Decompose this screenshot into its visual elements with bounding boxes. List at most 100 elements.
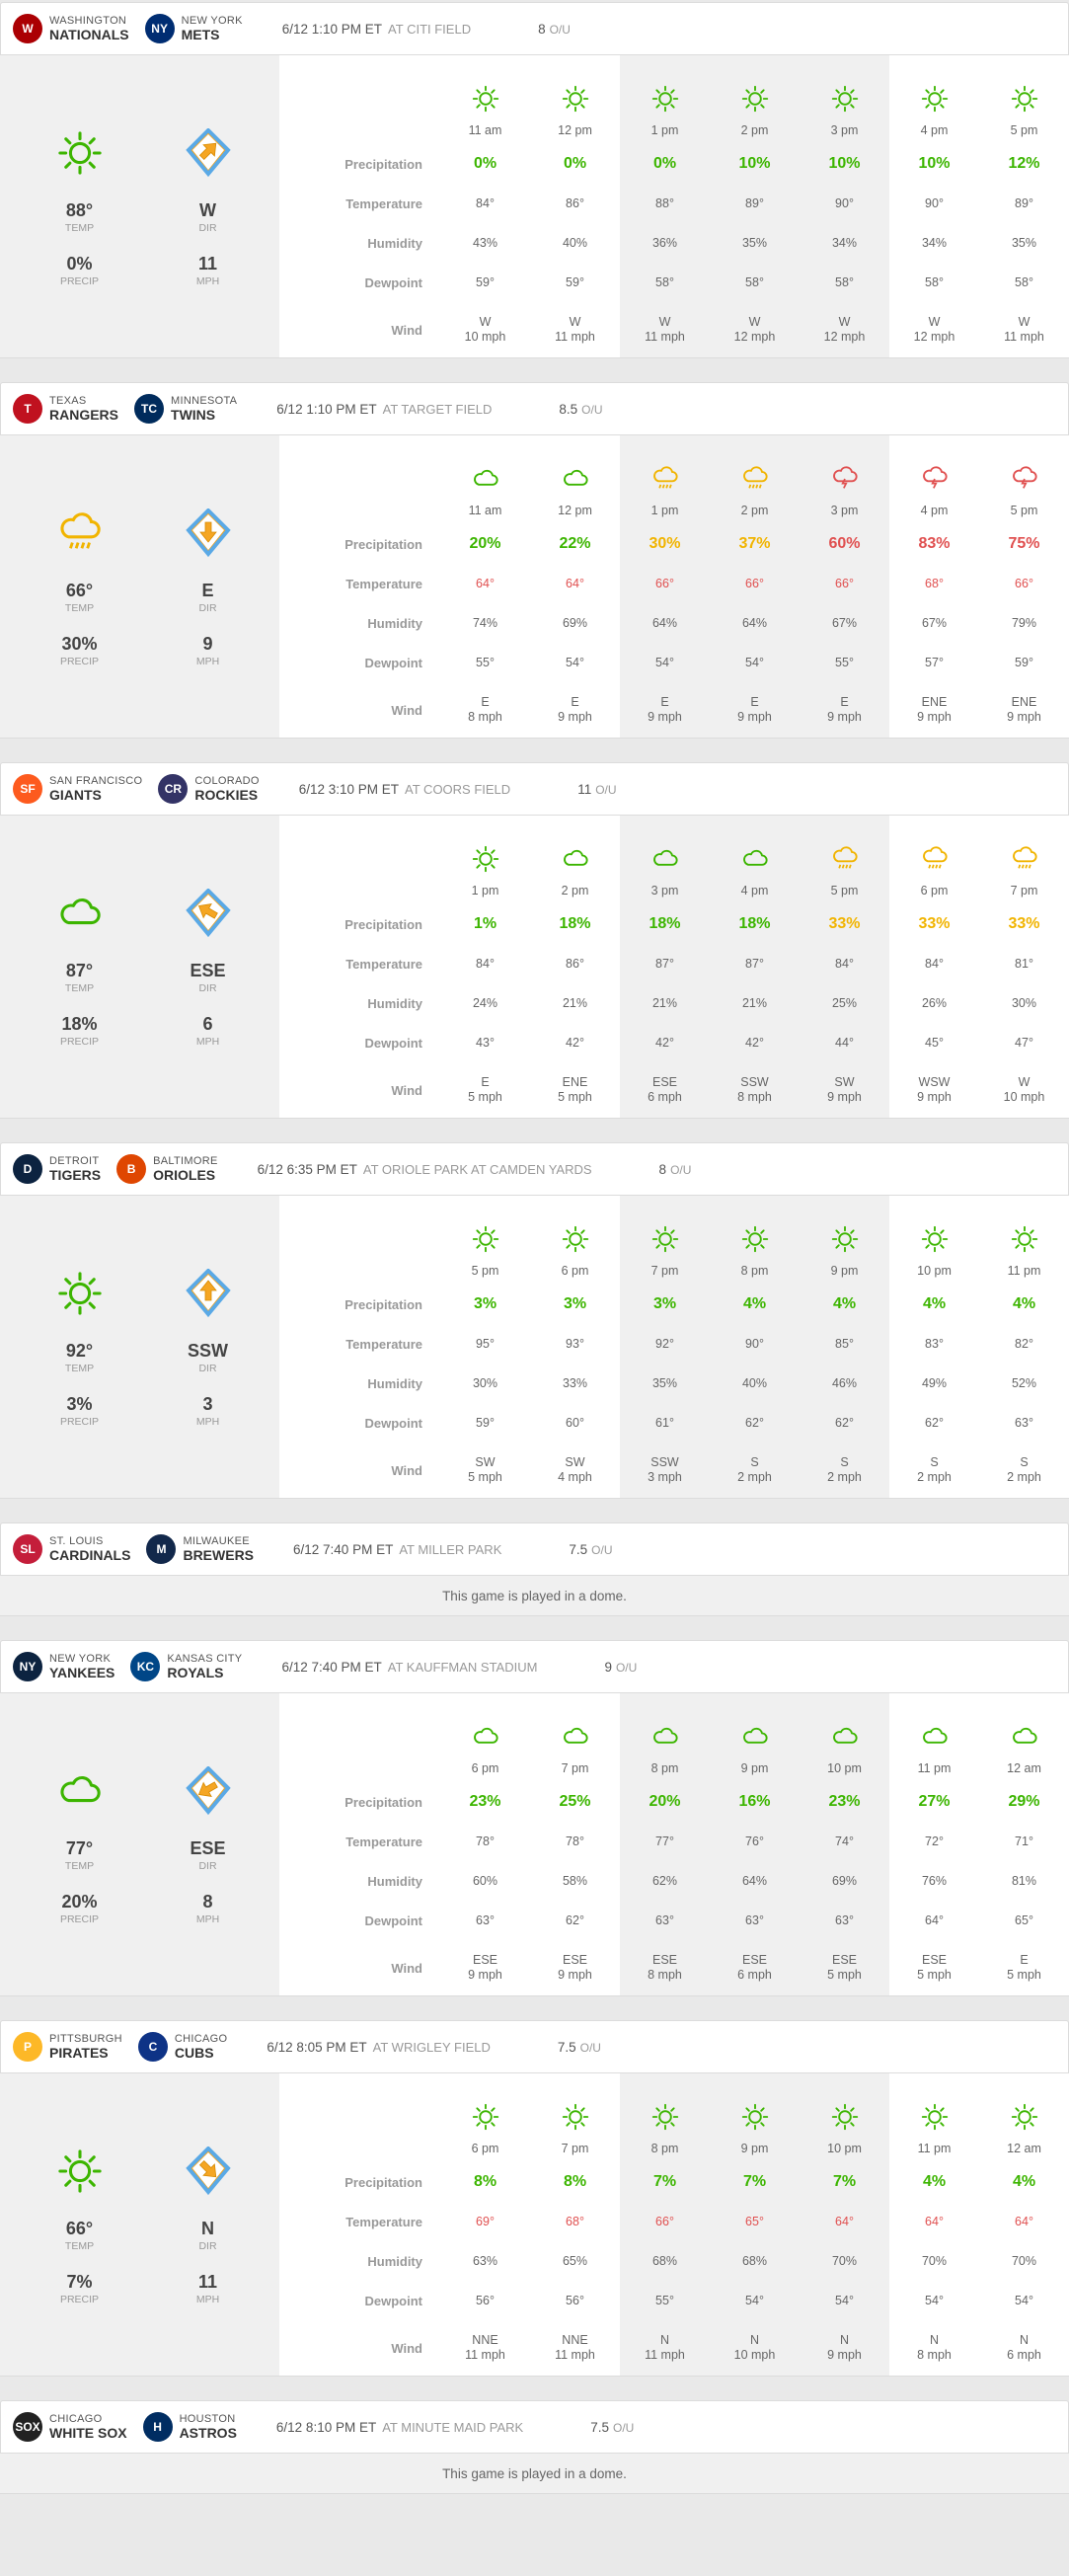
wind-dir: ESE (562, 1953, 587, 1967)
cloud-icon (620, 1693, 710, 1755)
over-under-label: O/U (595, 782, 617, 797)
away-team[interactable]: NY New York Yankees (13, 1652, 115, 1681)
team-name: Baltimore Orioles (153, 1155, 217, 1184)
summary-weather: 88° TEMP 0% PRECIP (16, 125, 144, 287)
game-time: 6/12 3:10 PM ET (298, 781, 400, 797)
hour-time: 7 pm (561, 2142, 589, 2155)
team-nickname: Tigers (49, 1167, 102, 1184)
wind-speed: 9 mph (558, 710, 592, 724)
home-team[interactable]: M Milwaukee Brewers (146, 1534, 254, 1564)
hour-time: 9 pm (740, 2142, 769, 2155)
team-nickname: Cardinals (49, 1547, 131, 1564)
hour-column: 9 pm 4% 85° 46% 62° S 2 mph (800, 1196, 889, 1498)
team-logo-icon: KC (130, 1652, 161, 1681)
game-card: D Detroit Tigers B Baltimore Orioles 6/12 6:35… (0, 1142, 1069, 1499)
row-label: Wind (391, 702, 422, 718)
away-team[interactable]: T Texas Rangers (13, 394, 118, 424)
dir-label: DIR (198, 1363, 217, 1374)
hour-temp: 64° (835, 2215, 854, 2228)
hour-time: 9 pm (830, 1264, 859, 1278)
summary-wind: ESE DIR 8 MPH (144, 1763, 272, 1925)
wind-direction-icon (144, 2144, 272, 2199)
hour-humidity: 70% (1011, 2254, 1037, 2268)
home-team[interactable]: TC Minnesota Twins (134, 394, 237, 424)
hour-wind: W 11 mph (979, 302, 1069, 357)
wind-dir: S (930, 1455, 939, 1469)
hour-column: 6 pm 8% 69° 63% 56° NNE 11 mph (440, 2073, 530, 2376)
hour-wind: W 10 mph (440, 302, 530, 357)
wind-speed: 9 mph (827, 2348, 862, 2362)
wind-dir: E (750, 695, 759, 709)
away-team[interactable]: W Washington Nationals (13, 14, 129, 43)
hour-humidity: 46% (831, 1376, 858, 1390)
hour-dewpoint: 65° (1015, 1913, 1033, 1927)
game-time: 6/12 8:05 PM ET (267, 2039, 367, 2055)
row-label: Dewpoint (364, 274, 423, 290)
team-nickname: White Sox (49, 2425, 127, 2442)
game-summary: 77° TEMP 20% PRECIP ESE DIR 8 MPH (0, 1693, 279, 1995)
wind-speed: 3 mph (648, 1470, 682, 1484)
hour-column: 5 pm 12% 89° 35% 58° W 11 mph (979, 55, 1069, 357)
sun-icon (440, 1196, 530, 1257)
hour-column: 10 pm 7% 64° 70% 54° N 9 mph (800, 2073, 889, 2376)
team-nickname: Orioles (153, 1167, 216, 1184)
over-under-label: O/U (591, 1542, 613, 1557)
wind-dir: E (660, 695, 669, 709)
hour-wind: W 12 mph (889, 302, 979, 357)
away-team[interactable]: P Pittsburgh Pirates (13, 2032, 122, 2062)
hour-precip: 0% (563, 155, 587, 172)
hour-precip: 4% (742, 1295, 767, 1312)
row-label: Humidity (367, 2253, 422, 2269)
hour-dewpoint: 58° (655, 275, 674, 289)
hour-humidity: 36% (651, 236, 678, 250)
over-under: 8.5 O/U (559, 401, 603, 417)
summary-weather: 92° TEMP 3% PRECIP (16, 1266, 144, 1428)
over-under: 8 O/U (658, 1161, 692, 1177)
wind-dir: ENE (921, 695, 948, 709)
rain-y-icon (979, 816, 1069, 877)
team-logo-icon: SL (13, 1534, 42, 1564)
away-team[interactable]: SF San Francisco Giants (13, 774, 142, 804)
home-team[interactable]: KC Kansas City Royals (130, 1652, 242, 1681)
forecast-body: 92° TEMP 3% PRECIP SSW DIR 3 MPH Precipitation T… (0, 1196, 1069, 1499)
row-label: Temperature (345, 576, 422, 591)
hour-precip: 18% (559, 915, 591, 932)
hour-temp: 90° (925, 196, 944, 210)
over-under-label: O/U (615, 1660, 638, 1675)
away-team[interactable]: D Detroit Tigers (13, 1154, 101, 1184)
sun-icon (889, 55, 979, 117)
cloud-icon (530, 816, 620, 877)
hour-column: 8 pm 7% 66° 68% 55° N 11 mph (620, 2073, 710, 2376)
hour-time: 12 pm (558, 504, 592, 517)
hour-wind: ESE 9 mph (440, 1940, 530, 1995)
hour-wind: W 11 mph (620, 302, 710, 357)
home-team[interactable]: B Baltimore Orioles (116, 1154, 217, 1184)
away-team[interactable]: SL St. Louis Cardinals (13, 1534, 130, 1564)
hour-time: 7 pm (650, 1264, 679, 1278)
home-team[interactable]: H Houston Astros (142, 2412, 237, 2442)
hour-temp: 71° (1015, 1834, 1033, 1848)
row-labels: Precipitation Temperature Humidity Dewpoint… (279, 1693, 440, 1995)
hour-time: 5 pm (830, 884, 859, 898)
hour-humidity: 35% (741, 236, 768, 250)
hour-time: 5 pm (1010, 123, 1038, 137)
cloud-icon (530, 1693, 620, 1755)
hour-dewpoint: 59° (1015, 656, 1033, 669)
hour-dewpoint: 59° (476, 1416, 495, 1430)
home-team[interactable]: CR Colorado Rockies (158, 774, 259, 804)
hour-precip: 33% (918, 915, 951, 932)
home-team[interactable]: C Chicago Cubs (137, 2032, 227, 2062)
hour-dewpoint: 54° (745, 2294, 764, 2307)
away-team[interactable]: SOX Chicago White Sox (13, 2412, 127, 2442)
home-team[interactable]: NY New York Mets (144, 14, 243, 43)
hour-time: 10 pm (827, 2142, 862, 2155)
hour-column: 5 pm 3% 95° 30% 59° SW 5 mph (440, 1196, 530, 1498)
hour-dewpoint: 60° (566, 1416, 584, 1430)
hour-column: 9 pm 7% 65° 68% 54° N 10 mph (710, 2073, 800, 2376)
storm-icon (800, 435, 889, 497)
hour-humidity: 34% (831, 236, 858, 250)
game-summary: 87° TEMP 18% PRECIP ESE DIR 6 MPH (0, 816, 279, 1118)
hour-wind: SSW 8 mph (710, 1062, 800, 1118)
precip-label: PRECIP (59, 2294, 100, 2305)
